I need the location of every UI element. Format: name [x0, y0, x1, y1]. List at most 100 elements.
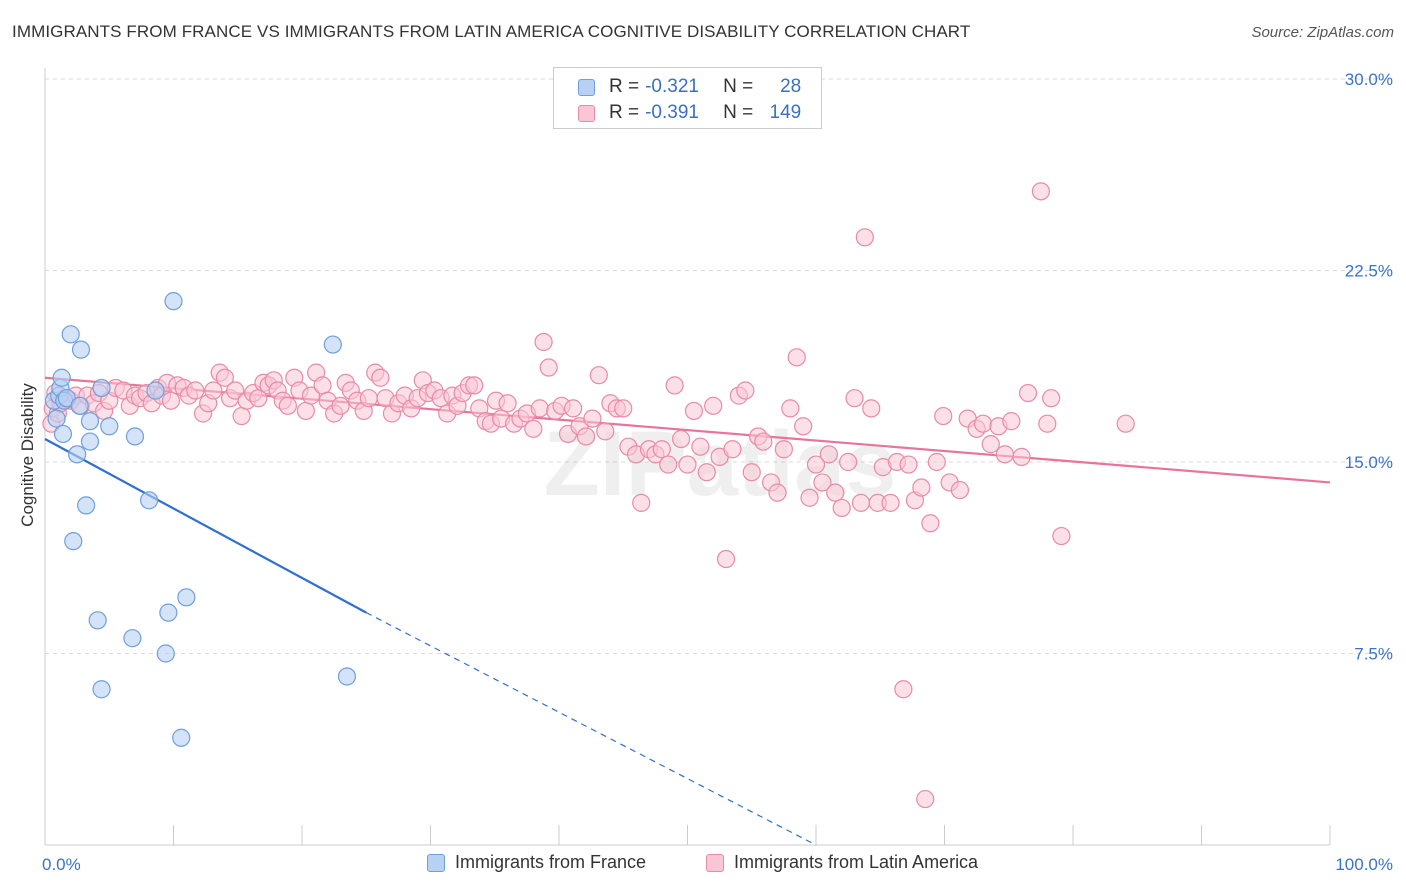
france-point [164, 292, 183, 311]
france-point [125, 427, 145, 446]
latam-point [899, 455, 918, 474]
latam-point [851, 493, 871, 512]
latam-swatch [578, 104, 595, 122]
y-tick-label: 30.0% [1345, 70, 1393, 89]
france-point [71, 340, 91, 359]
x-tick-label: 100.0% [1335, 855, 1393, 874]
latam-point [161, 391, 181, 410]
latam-point [301, 386, 321, 405]
chart-title: IMMIGRANTS FROM FRANCE VS IMMIGRANTS FRO… [12, 22, 971, 41]
france-point [61, 325, 80, 344]
latam-point [1042, 389, 1061, 408]
latam-point [278, 396, 297, 415]
latam-point [589, 366, 608, 385]
latam-point [652, 440, 671, 459]
france-point [323, 335, 342, 354]
latam-point [678, 455, 697, 474]
grid-lines [45, 78, 1392, 654]
latam-point [862, 399, 881, 418]
latam-point [1012, 447, 1031, 466]
latam-point [564, 399, 583, 418]
france-point [92, 378, 111, 398]
latam-point [232, 406, 251, 426]
latam-point [498, 394, 517, 413]
stats-box: R = -0.321 N = 28 R = -0.391 N = 149 [553, 67, 822, 129]
legend-item-latam: Immigrants from Latin America [706, 852, 978, 873]
latam-point [832, 498, 851, 518]
france-swatch [578, 78, 595, 96]
latam-point [359, 389, 378, 408]
france-point [64, 532, 83, 551]
france-point [177, 588, 196, 607]
latam-point [296, 401, 315, 421]
latam-point [659, 455, 678, 474]
latam-point [894, 680, 913, 699]
france-point [68, 445, 87, 464]
latam-point [583, 409, 602, 428]
latam-point [1116, 414, 1135, 433]
latam-point [684, 401, 704, 421]
latam-point [927, 452, 946, 472]
stats-r-value: -0.391 [645, 102, 699, 123]
latam-point [331, 396, 350, 415]
france-point [70, 396, 89, 415]
latam-point [1002, 412, 1021, 431]
france-point [159, 603, 178, 622]
stats-n-value: 149 [769, 102, 802, 123]
latam-point [806, 455, 826, 474]
legend-swatch-latam [706, 853, 724, 872]
france-point [77, 496, 96, 515]
latam-point [524, 419, 543, 438]
legend-label-latam: Immigrants from Latin America [734, 852, 979, 872]
latam-point [736, 381, 755, 400]
france-point [80, 432, 100, 451]
stats-r-label: R = [609, 102, 640, 123]
latam-point [204, 381, 223, 400]
latam-point [912, 478, 931, 497]
latam-point [534, 332, 553, 352]
latam-point [704, 396, 723, 415]
latam-point [774, 440, 793, 459]
latam-point [787, 348, 806, 367]
latam-point [1038, 414, 1057, 433]
latam-point [742, 463, 761, 482]
france-point [88, 611, 107, 630]
stats-row-france: R = -0.321 N = 28 [578, 75, 801, 99]
latam-point [934, 406, 953, 426]
legend-label-france: Immigrants from France [455, 852, 647, 872]
latam-point [826, 483, 845, 502]
latam-point [921, 514, 940, 533]
source-label: Source: ZipAtlas.com [1251, 24, 1394, 41]
latam-point [800, 488, 819, 507]
latam-point [973, 414, 993, 433]
france-point [172, 728, 191, 747]
latam-point [995, 445, 1014, 464]
latam-point [371, 368, 390, 387]
latam-point [539, 358, 558, 377]
latam-point [1031, 182, 1050, 201]
latam-point [1018, 383, 1038, 403]
latam-point [855, 228, 874, 247]
latam-point [596, 422, 615, 441]
latam-point [530, 399, 549, 418]
latam-point [691, 437, 710, 456]
latam-point [794, 417, 813, 436]
france-point [92, 680, 111, 699]
latam-point [981, 435, 1000, 454]
stats-row-latam: R = -0.391 N = 149 [578, 101, 801, 125]
latam-point [671, 429, 691, 449]
france-point [146, 381, 165, 400]
stats-r-label: R = [609, 76, 640, 97]
stats-n-label: N = [723, 76, 754, 97]
x-tick-label: 0.0% [42, 855, 81, 874]
legend-swatch-france [427, 853, 445, 872]
tick-labels: 7.5% 15.0% 22.5% 30.0% 0.0% 100.0% [42, 70, 1393, 874]
latam-point [819, 445, 838, 464]
latam-point [215, 368, 234, 387]
france-trend-line [44, 438, 367, 614]
latam-point [768, 483, 787, 502]
france-point [156, 644, 175, 663]
y-tick-label: 7.5% [1354, 645, 1393, 664]
y-tick-label: 15.0% [1345, 453, 1393, 472]
